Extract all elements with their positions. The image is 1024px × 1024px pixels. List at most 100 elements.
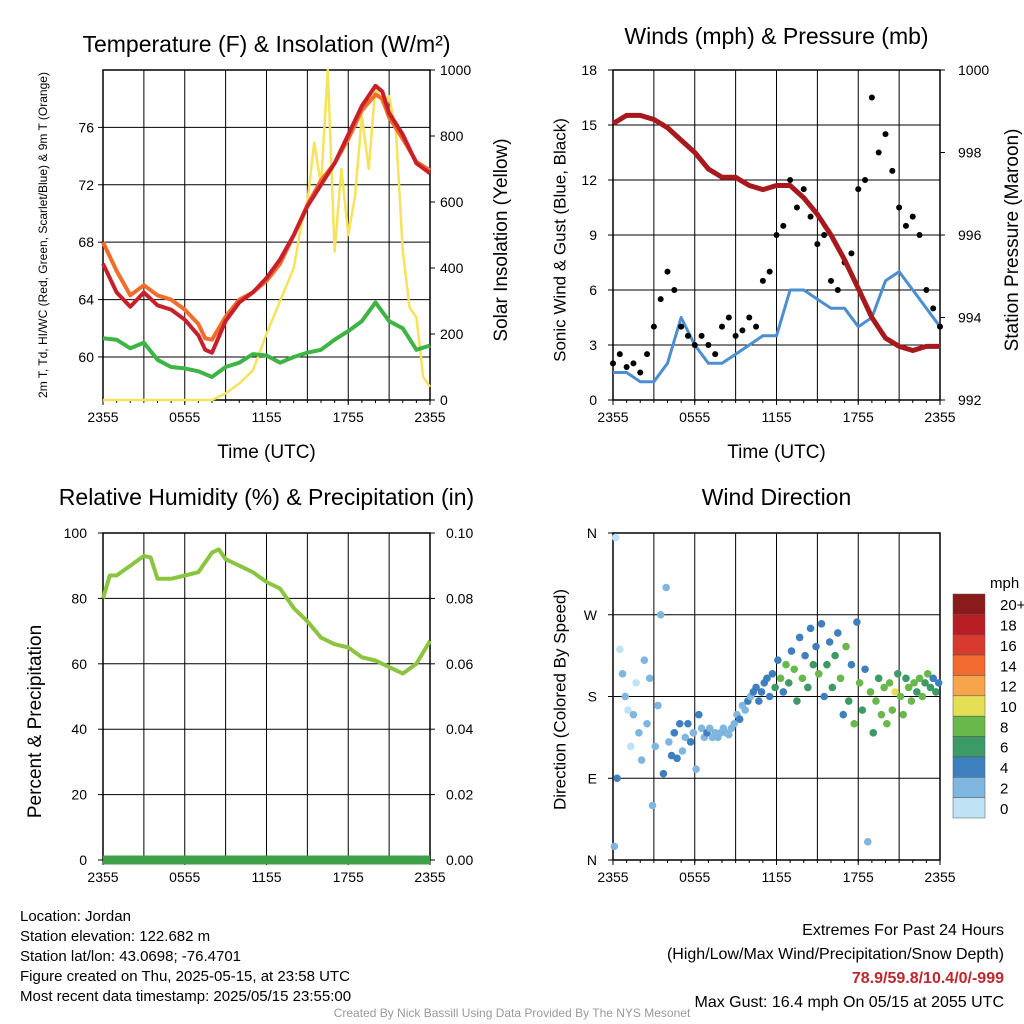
direction-point <box>635 729 643 737</box>
rh-ytick-label: 0 <box>79 852 87 868</box>
gust-point <box>923 287 930 293</box>
direction-point <box>643 719 651 728</box>
direction-point <box>806 624 815 633</box>
gust-point <box>637 369 644 376</box>
rh-ytick-label: 60 <box>71 656 87 672</box>
gust-point <box>875 149 882 156</box>
direction-point <box>847 660 856 669</box>
direction-point <box>610 842 619 851</box>
direction-point <box>814 669 823 678</box>
direction-point <box>831 651 839 660</box>
direction-point <box>776 674 785 683</box>
direction-point <box>678 747 687 755</box>
dir-ytick-label: E <box>588 770 597 786</box>
temp-ytick-right-label: 600 <box>440 194 464 210</box>
precip-ytick-label: 0.04 <box>446 721 473 737</box>
gust-point <box>725 314 732 321</box>
temp-ytick-right-label: 0 <box>440 392 448 408</box>
gust-point <box>930 305 937 312</box>
direction-point <box>795 633 804 642</box>
direction-point <box>798 674 807 683</box>
rh-xtick-label: 2355 <box>414 869 445 885</box>
gust-point <box>644 351 651 358</box>
direction-point <box>670 729 679 737</box>
temp-chart-title: Temperature (F) & Insolation (W/m²) <box>82 31 450 57</box>
temp-ytick-label: 68 <box>78 234 94 250</box>
legend-title: mph <box>990 575 1019 592</box>
legend-swatch <box>952 675 986 697</box>
direction-point <box>877 710 886 719</box>
wind-ytick-right-label: 998 <box>958 145 982 161</box>
gust-point <box>664 268 671 275</box>
direction-point <box>923 669 932 678</box>
rh-chart-title: Relative Humidity (%) & Precipitation (i… <box>59 484 474 510</box>
direction-point <box>784 679 793 687</box>
dir-xtick-label: 2355 <box>924 869 955 885</box>
wind-ytick-right-label: 996 <box>958 227 982 243</box>
direction-point <box>842 642 850 651</box>
legend-label: 16 <box>1000 638 1017 655</box>
direction-point <box>763 674 771 683</box>
direction-point <box>692 765 700 773</box>
dir-ytick-label: W <box>584 607 598 623</box>
direction-point <box>885 679 894 687</box>
wind-xtick-label: 2355 <box>924 409 955 425</box>
location-label: Location: Jordan <box>20 908 131 925</box>
wind-ytick-label: 6 <box>589 282 597 298</box>
direction-point <box>932 688 940 696</box>
max-gust-label: Max Gust: 16.4 mph On 05/15 at 2055 UTC <box>694 994 1005 1011</box>
direction-point <box>684 719 692 728</box>
direction-point <box>891 688 899 696</box>
gust-point <box>657 296 664 303</box>
wind-xtick-label: 1755 <box>843 409 874 425</box>
temp-red-line <box>101 83 432 355</box>
direction-point <box>907 697 916 705</box>
temp-xtick-label: 1155 <box>251 409 281 425</box>
extremes-values: 78.9/59.8/10.4/0/-999 <box>851 970 1004 987</box>
wind-ytick-right-label: 992 <box>958 392 982 408</box>
direction-point <box>902 674 910 683</box>
direction-point <box>904 683 913 692</box>
gust-point <box>800 186 807 193</box>
rh-ytick-label: 40 <box>71 721 87 737</box>
direction-point <box>782 660 790 669</box>
insolation-line <box>103 68 432 402</box>
direction-point <box>913 688 921 696</box>
gust-point <box>862 177 869 183</box>
direction-point <box>640 656 649 664</box>
gust-point <box>868 94 875 101</box>
temp-y-axis-label: 2m T, Td, HI/WC (Red, Green, Scarlet/Blu… <box>36 72 50 398</box>
gust-point <box>753 323 760 330</box>
direction-point <box>880 683 888 692</box>
direction-point <box>659 769 668 778</box>
temp-ytick-label: 64 <box>78 292 94 308</box>
temp-ytick-label: 60 <box>78 349 94 365</box>
direction-point <box>918 692 927 701</box>
direction-point <box>793 697 801 705</box>
direction-point <box>752 683 760 692</box>
extremes-legend: (High/Low/Max Wind/Precipitation/Snow De… <box>666 946 1004 963</box>
legend-swatch <box>952 756 986 778</box>
gust-point <box>610 360 616 367</box>
direction-point <box>613 774 621 783</box>
wind-chart-title: Winds (mph) & Pressure (mb) <box>624 23 928 49</box>
rh-xtick-label: 1155 <box>251 869 281 885</box>
gust-point <box>671 287 678 293</box>
direction-point <box>779 688 788 696</box>
direction-point <box>648 801 657 810</box>
direction-point <box>765 692 774 701</box>
gust-point <box>834 287 841 293</box>
gust-point <box>739 327 746 334</box>
precip-ytick-label: 0.06 <box>446 656 473 672</box>
wind-y-axis-label: Sonic Wind & Gust (Blue, Black) <box>550 118 569 362</box>
direction-point <box>896 692 905 701</box>
direction-point <box>915 674 924 683</box>
sonic-wind-line <box>613 270 942 384</box>
wind-xtick-label: 0555 <box>679 409 710 425</box>
gust-point <box>684 332 691 339</box>
gust-point <box>828 277 834 284</box>
precip-ytick-label: 0.00 <box>446 852 473 868</box>
direction-point <box>820 692 828 701</box>
wind-xtick-label: 2355 <box>597 409 628 425</box>
legend-label: 2 <box>1000 780 1008 797</box>
